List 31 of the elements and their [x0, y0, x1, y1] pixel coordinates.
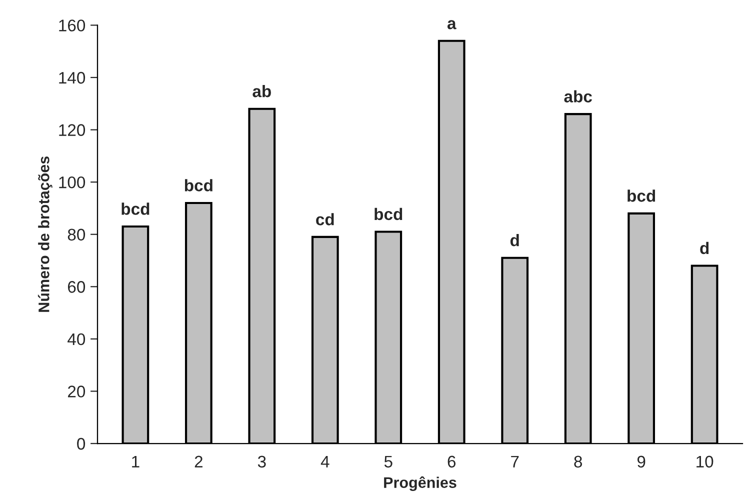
annotation: bcd [184, 179, 212, 192]
x-tick-label: 7 [511, 456, 519, 468]
y-tick-label: 20 [68, 386, 86, 398]
y-tick-label: 160 [59, 20, 86, 32]
annotation: ab [252, 84, 271, 98]
x-tick-label: 6 [448, 456, 456, 468]
x-tick-label: 9 [637, 456, 646, 468]
y-tick-label: 0 [77, 438, 86, 450]
annotation: abc [564, 90, 592, 102]
x-tick-label: 3 [258, 456, 266, 468]
x-tick-label: 10 [696, 456, 714, 468]
x-tick-label: 1 [132, 456, 140, 468]
annotation: bcd [374, 208, 402, 220]
annotation: d [510, 234, 519, 246]
y-axis-title: Número de brotações [38, 156, 52, 312]
x-axis-title: Progênies [384, 476, 456, 492]
y-tick-label: 120 [59, 124, 86, 136]
x-tick-label: 2 [194, 456, 202, 468]
x-tick-label: 8 [574, 456, 582, 468]
x-tick-label: 4 [320, 456, 330, 468]
x-tick-label: 5 [384, 456, 392, 468]
annotation: d [700, 242, 709, 254]
annotation: bcd [122, 202, 150, 215]
y-tick-label: 140 [59, 72, 86, 84]
y-tick-label: 80 [68, 228, 86, 241]
y-tick-label: 100 [59, 176, 86, 188]
annotation: cd [316, 213, 334, 226]
y-tick-label: 60 [68, 281, 86, 293]
y-tick-label: 40 [68, 333, 86, 346]
annotation: bcd [628, 190, 656, 202]
annotation: a [447, 20, 456, 30]
